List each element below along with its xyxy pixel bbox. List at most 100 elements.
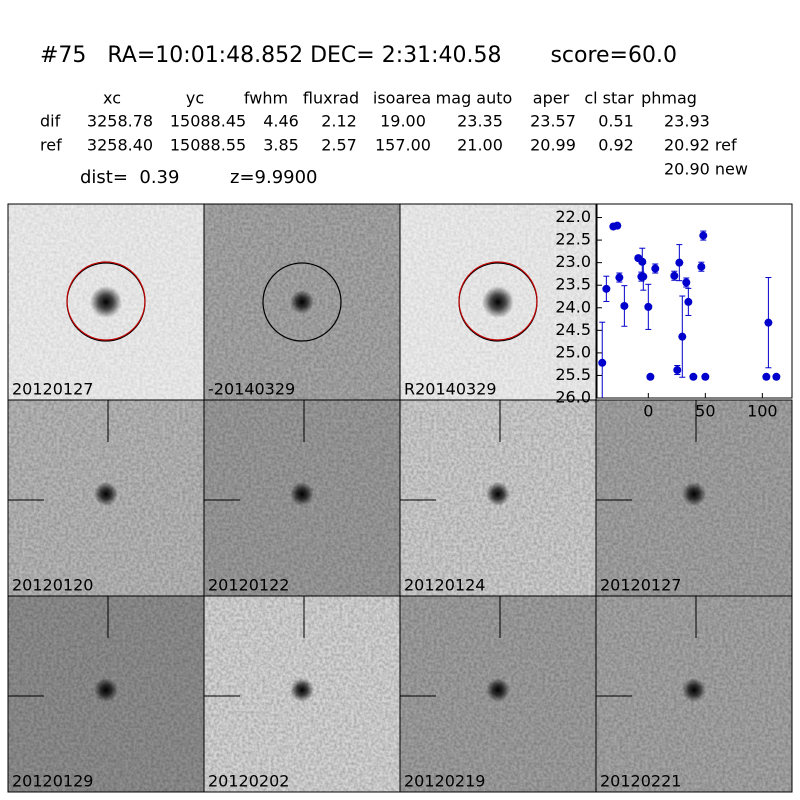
y-tick-label: 26.0 (555, 388, 591, 407)
y-tick-label: 22.5 (555, 230, 591, 249)
cell: 20.92 ref (664, 136, 737, 155)
aperture (262, 262, 342, 342)
row-label: dif (40, 112, 61, 131)
y-tick-label: 24.5 (555, 320, 591, 339)
stamp: 20120124 (399, 399, 597, 597)
source (486, 482, 510, 506)
source (90, 286, 122, 318)
source (94, 482, 118, 506)
stamp-label: 20120202 (208, 772, 289, 791)
point (772, 372, 781, 381)
point (762, 372, 771, 381)
dist: dist= 0.39 (80, 167, 179, 188)
stamp: 20120221 (595, 595, 793, 793)
point (670, 271, 679, 280)
cell: 4.46 (263, 112, 299, 131)
point (673, 366, 682, 375)
phmag-new: 20.90 new (664, 160, 748, 179)
cell: 157.00 (375, 136, 431, 155)
x-tick-label: 50 (695, 402, 715, 421)
stamp: 20120127 (7, 203, 205, 401)
cell: 23.93 (664, 112, 710, 131)
stamp-label: 20120122 (208, 576, 289, 595)
column-header: phmag (641, 89, 697, 108)
aperture-ref (458, 261, 538, 341)
source (682, 678, 706, 702)
point (684, 297, 693, 306)
cell: 23.35 (457, 112, 503, 131)
cell: 2.12 (321, 112, 357, 131)
cell: 23.57 (530, 112, 576, 131)
point (613, 221, 622, 230)
cell: 2.57 (321, 136, 357, 155)
point (602, 284, 611, 293)
stamp-label: 20120219 (404, 772, 485, 791)
stamp: -20140329 (203, 203, 401, 401)
x-tick-label: 100 (747, 402, 778, 421)
source (94, 678, 118, 702)
stamp-label: 20120120 (12, 576, 93, 595)
point (615, 273, 624, 282)
source (486, 678, 510, 702)
stamp: 20120129 (7, 595, 205, 793)
source (290, 678, 314, 702)
column-header: isoarea (373, 89, 431, 108)
row-label: ref (40, 136, 62, 155)
column-header: mag auto (436, 89, 513, 108)
point (764, 318, 773, 327)
point (682, 278, 691, 287)
stamp-label: -20140329 (208, 380, 295, 399)
stamp: 20120202 (203, 595, 401, 793)
cell: 3258.40 (87, 136, 153, 155)
point (697, 262, 706, 271)
point (646, 372, 655, 381)
cell: 20.99 (530, 136, 576, 155)
stamp-label: 20120124 (404, 576, 485, 595)
point (651, 264, 660, 273)
point (689, 372, 698, 381)
point (675, 258, 684, 267)
source (290, 482, 314, 506)
stamp: 20120219 (399, 595, 597, 793)
title: #75 RA=10:01:48.852 DEC= 2:31:40.58 scor… (40, 43, 677, 68)
column-header: fwhm (244, 89, 288, 108)
point (644, 302, 653, 311)
plot-area (596, 203, 793, 399)
y-tick-label: 25.0 (555, 342, 591, 361)
stamp-border (595, 595, 793, 793)
y-tick-label: 25.5 (555, 365, 591, 384)
y-tick-label: 23.0 (555, 252, 591, 271)
source (682, 482, 706, 506)
point (678, 332, 687, 341)
stamp-label: 20120127 (600, 576, 681, 595)
points (598, 221, 781, 398)
point (620, 301, 629, 310)
stamp-label: 20120127 (12, 380, 93, 399)
cell: 3258.78 (87, 112, 153, 131)
source (482, 286, 514, 318)
stamp: R20140329 (399, 203, 597, 401)
cell: 21.00 (457, 136, 503, 155)
y-tick-label: 23.5 (555, 275, 591, 294)
stamp: 20120120 (7, 399, 205, 597)
stamp: 20120122 (203, 399, 401, 597)
point (638, 257, 647, 266)
column-header: xc (103, 89, 121, 108)
column-header: yc (186, 89, 204, 108)
stamp-label: 20120129 (12, 772, 93, 791)
redshift: z=9.9900 (230, 167, 318, 188)
cell: 3.85 (263, 136, 299, 155)
x-tick-label: 0 (643, 402, 653, 421)
source (290, 290, 314, 314)
cell: 0.92 (598, 136, 634, 155)
column-header: aper (533, 89, 570, 108)
point (639, 272, 648, 281)
stamp: 20120127 (595, 399, 793, 597)
aperture-ref (66, 261, 146, 341)
stamp-label: 20120221 (600, 772, 681, 791)
stamp-label: R20140329 (404, 380, 497, 399)
y-tick-label: 24.0 (555, 297, 591, 316)
column-header: cl star (584, 89, 634, 108)
y-tick-label: 22.0 (555, 207, 591, 226)
